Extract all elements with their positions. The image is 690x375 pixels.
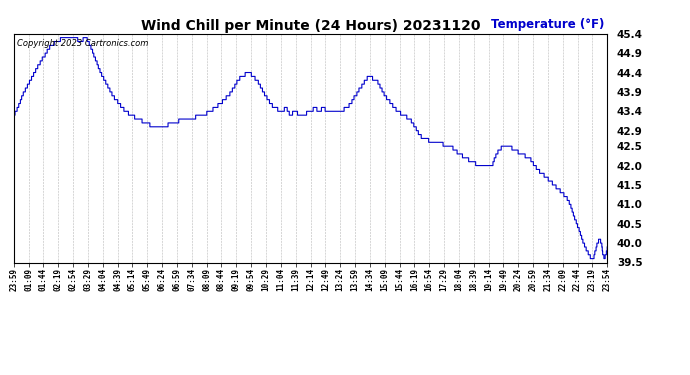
Text: Copyright 2023 Cartronics.com: Copyright 2023 Cartronics.com: [17, 39, 148, 48]
Text: Temperature (°F): Temperature (°F): [491, 18, 604, 32]
Title: Wind Chill per Minute (24 Hours) 20231120: Wind Chill per Minute (24 Hours) 2023112…: [141, 19, 480, 33]
